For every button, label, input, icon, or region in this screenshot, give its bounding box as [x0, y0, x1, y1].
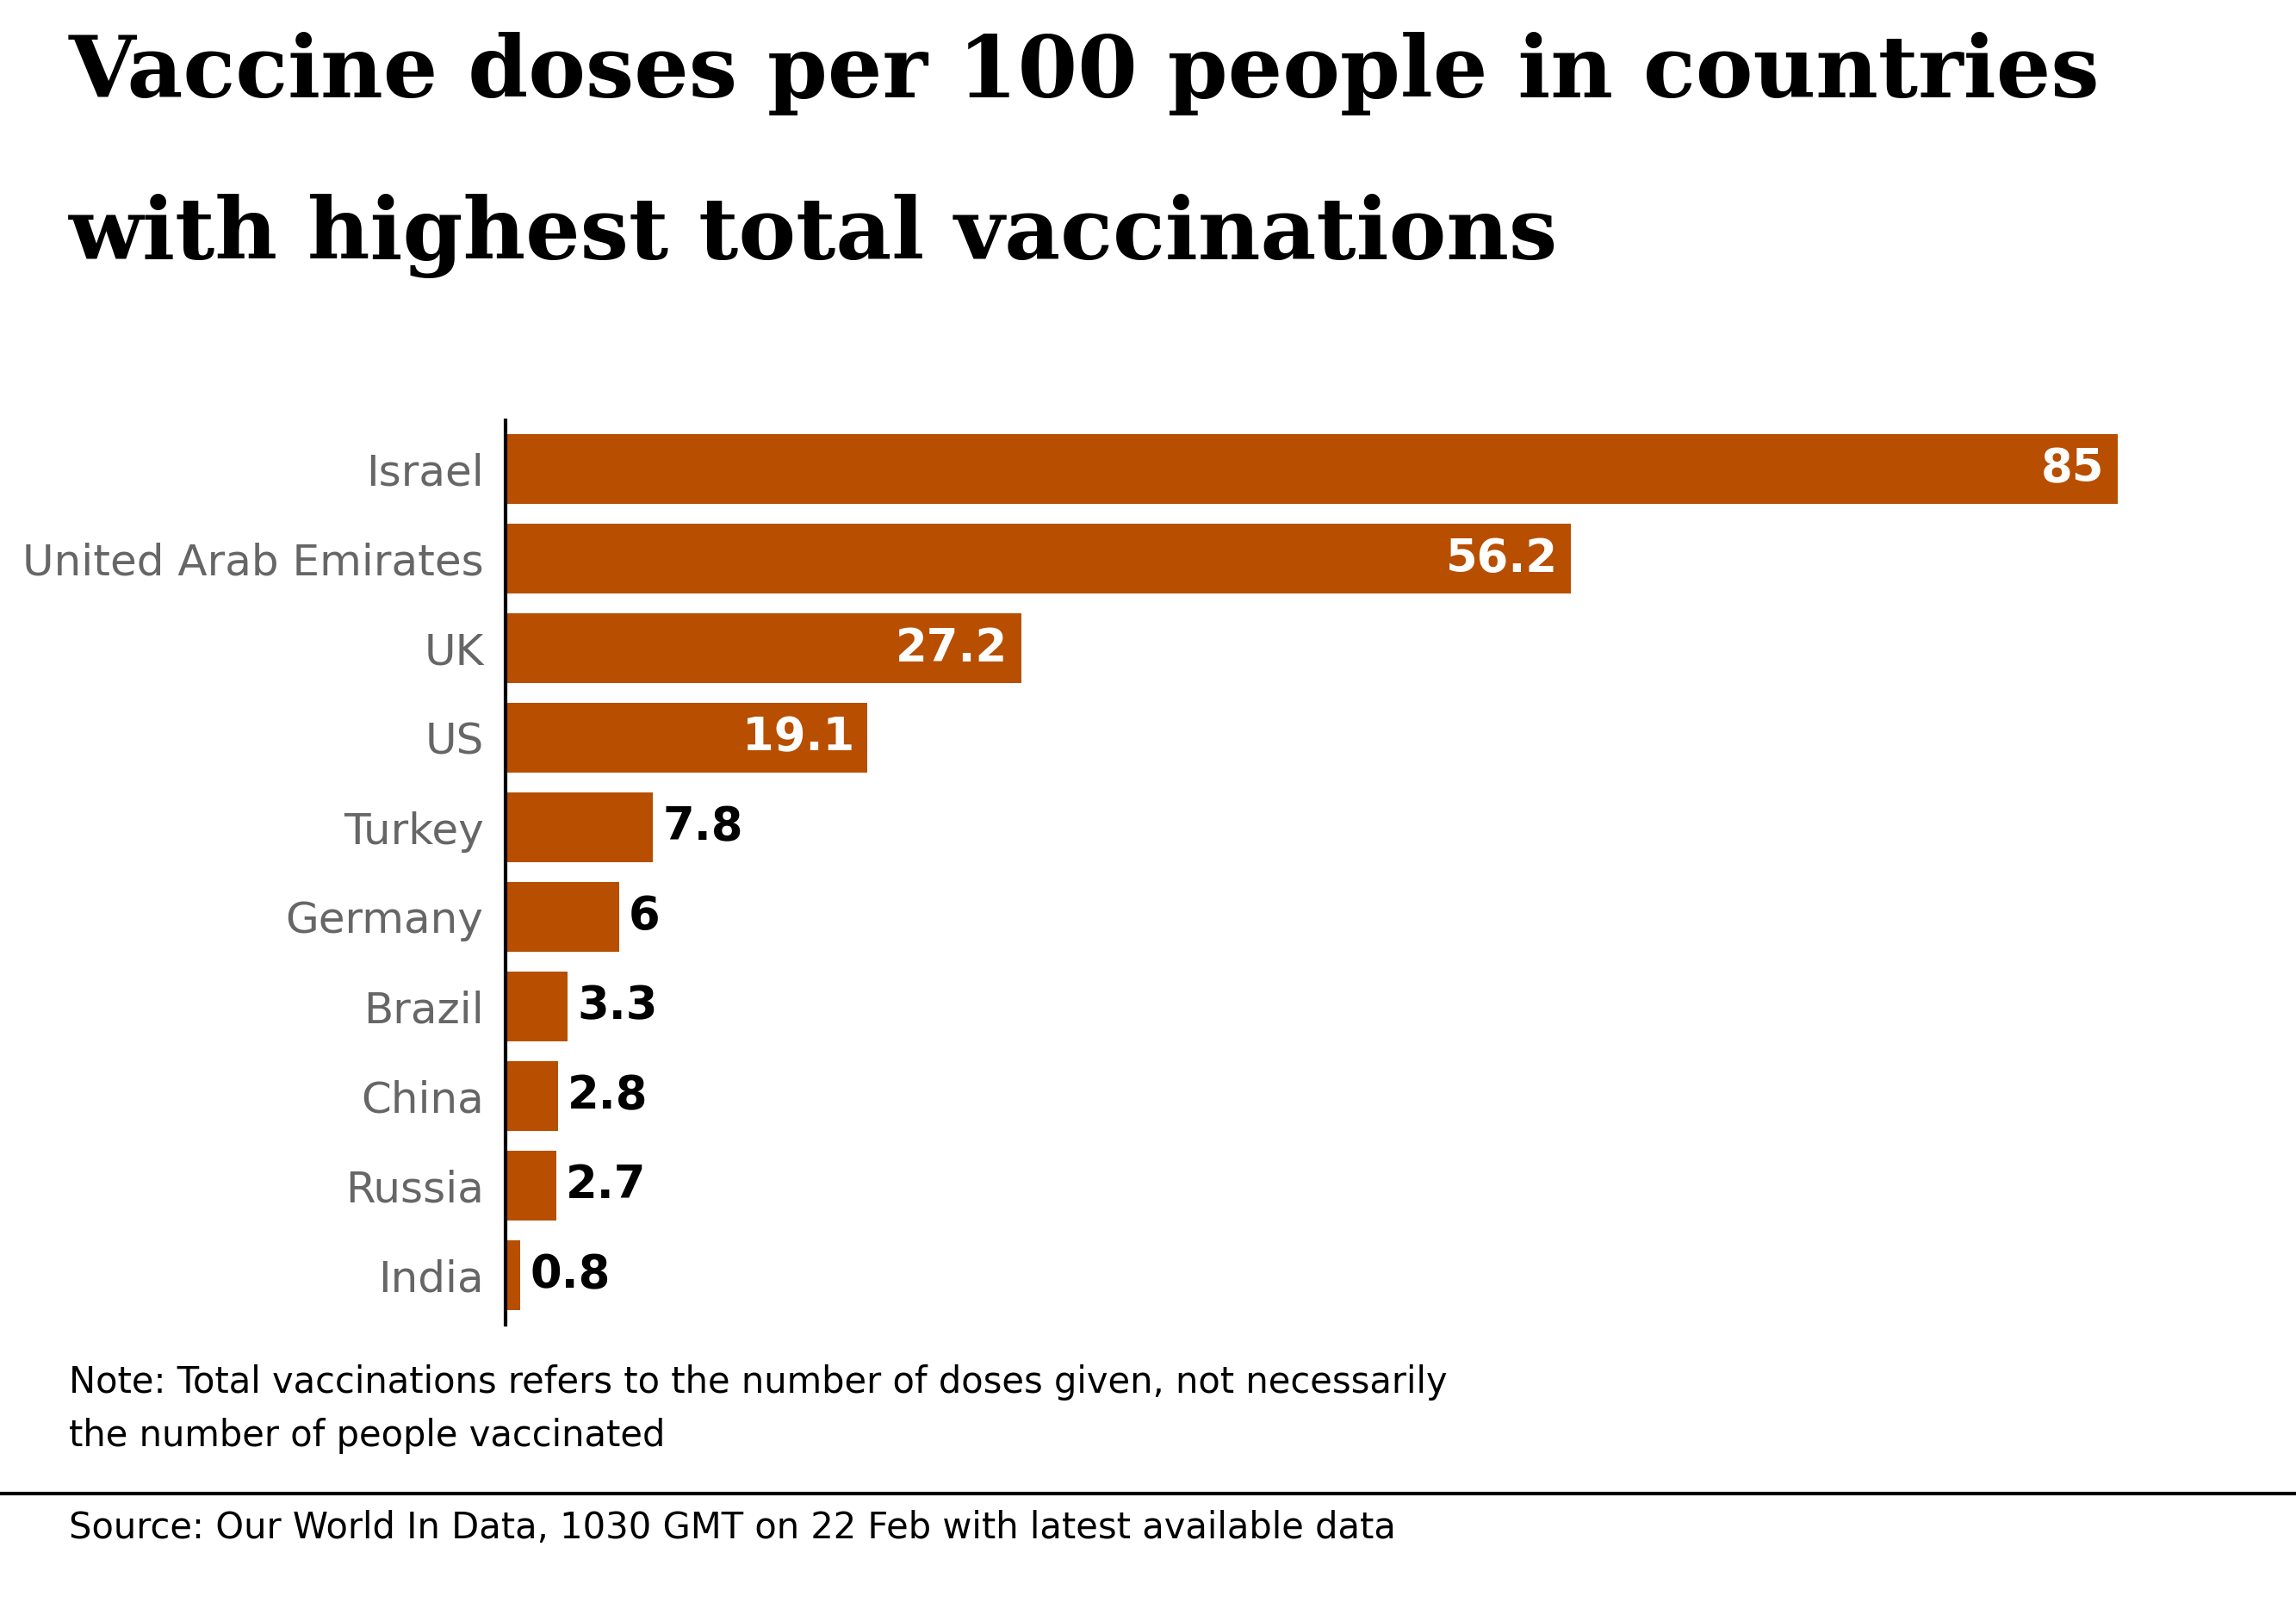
Text: 2.7: 2.7 — [565, 1163, 647, 1208]
Bar — [505, 1150, 556, 1221]
Text: 6: 6 — [629, 895, 659, 940]
Bar — [505, 882, 620, 951]
Text: with highest total vaccinations: with highest total vaccinations — [69, 194, 1559, 278]
Text: Note: Total vaccinations refers to the number of doses given, not necessarily
th: Note: Total vaccinations refers to the n… — [69, 1365, 1446, 1454]
Text: 85: 85 — [2041, 447, 2103, 491]
Bar — [505, 793, 652, 862]
Text: 19.1: 19.1 — [742, 715, 854, 761]
Bar — [505, 1061, 558, 1130]
Text: 3.3: 3.3 — [576, 984, 657, 1029]
Text: 0.8: 0.8 — [530, 1253, 611, 1297]
Text: 2.8: 2.8 — [567, 1074, 647, 1118]
Text: Vaccine doses per 100 people in countries: Vaccine doses per 100 people in countrie… — [69, 32, 2101, 116]
Text: Source: Our World In Data, 1030 GMT on 22 Feb with latest available data: Source: Our World In Data, 1030 GMT on 2… — [69, 1510, 1396, 1546]
Bar — [505, 523, 1570, 594]
Bar — [505, 1240, 521, 1310]
Bar — [505, 972, 567, 1042]
Bar — [505, 614, 1022, 683]
Text: 7.8: 7.8 — [664, 804, 744, 849]
Bar — [505, 703, 868, 772]
Text: 56.2: 56.2 — [1446, 536, 1557, 581]
Text: BBC: BBC — [2055, 1520, 2181, 1575]
Bar — [505, 434, 2117, 504]
Text: 27.2: 27.2 — [895, 627, 1008, 670]
